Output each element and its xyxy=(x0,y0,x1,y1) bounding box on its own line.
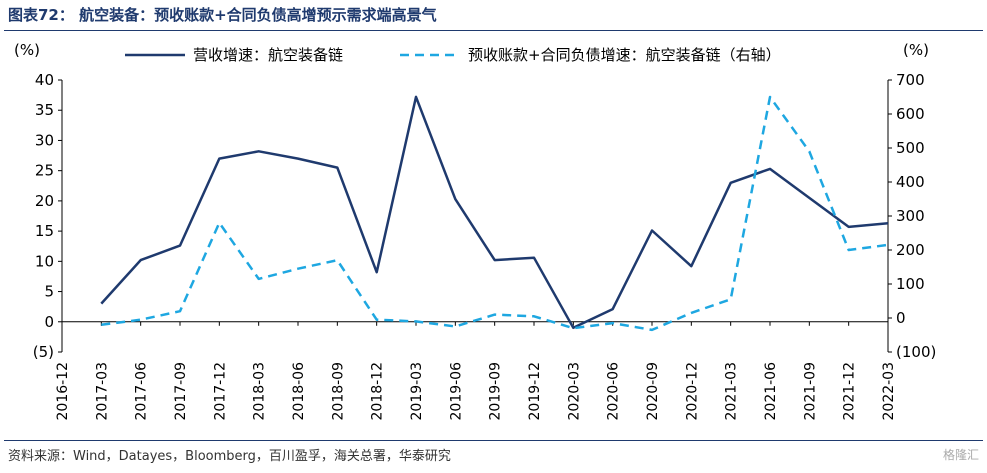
right-tick-label: 0 xyxy=(896,309,906,327)
left-tick-label: 35 xyxy=(35,101,54,119)
right-tick-label: 600 xyxy=(896,105,925,123)
right-tick-label: (100) xyxy=(896,343,936,361)
x-tick-label: 2020-12 xyxy=(684,362,700,421)
x-tick-label: 2019-12 xyxy=(527,362,543,421)
right-tick-label: 700 xyxy=(896,71,925,89)
left-tick-label: 25 xyxy=(35,162,54,180)
x-tick-label: 2021-12 xyxy=(842,362,858,421)
x-tick-label: 2021-09 xyxy=(802,362,818,421)
series-line-2 xyxy=(101,95,889,332)
x-tick-label: 2016-12 xyxy=(55,362,71,421)
left-tick-label: 0 xyxy=(44,313,54,331)
left-axis-unit: (%) xyxy=(14,41,40,59)
footer-divider xyxy=(4,440,983,441)
left-tick-label: 40 xyxy=(35,71,54,89)
legend-label-1: 营收增速：航空装备链 xyxy=(193,46,343,64)
left-tick-label: (5) xyxy=(33,343,54,361)
right-tick-label: 200 xyxy=(896,241,925,259)
x-tick-label: 2018-12 xyxy=(370,362,386,421)
x-tick-label: 2019-06 xyxy=(448,362,464,421)
chart-title: 图表72： 航空装备：预收账款+合同负债高增预示需求端高景气 xyxy=(8,6,437,24)
title-divider xyxy=(4,30,983,31)
legend: 营收增速：航空装备链 预收账款+合同负债增速：航空装备链（右轴） xyxy=(125,46,781,64)
legend-label-2: 预收账款+合同负债增速：航空装备链（右轴） xyxy=(468,46,781,64)
left-tick-label: 15 xyxy=(35,222,54,240)
x-tick-labels: 2016-12 2017-03 2017-06 2017-09 2017-12 2018-… xyxy=(55,321,897,421)
watermark-logo: 格隆汇 xyxy=(942,448,979,462)
chart: (%) (%) (5) 0 5 10 15 20 25 30 35 40 (100) 0 100 200 300… xyxy=(14,41,936,421)
x-tick-label: 2017-09 xyxy=(173,362,189,421)
x-tick-label: 2022-03 xyxy=(881,362,897,421)
source-note: 资料来源：Wind，Datayes，Bloomberg，百川盈孚，海关总署，华泰… xyxy=(8,449,451,464)
x-tick-label: 2021-06 xyxy=(763,362,779,421)
x-tick-label: 2020-03 xyxy=(566,362,582,421)
x-tick-label: 2020-09 xyxy=(645,362,661,421)
left-tick-label: 20 xyxy=(35,192,54,210)
series-line-1 xyxy=(100,95,889,330)
right-tick-label: 500 xyxy=(896,139,925,157)
x-tick-label: 2017-03 xyxy=(94,362,110,421)
right-axis-unit: (%) xyxy=(903,41,929,59)
left-tick-label: 5 xyxy=(44,283,54,301)
x-tick-label: 2018-03 xyxy=(252,362,268,421)
x-tick-label: 2020-06 xyxy=(606,362,622,421)
right-tick-label: 400 xyxy=(896,173,925,191)
left-tick-label: 30 xyxy=(35,131,54,149)
x-tick-label: 2017-06 xyxy=(134,362,150,421)
x-tick-label: 2019-03 xyxy=(409,362,425,421)
x-tick-label: 2017-12 xyxy=(212,362,228,421)
axes: (%) (%) (5) 0 5 10 15 20 25 30 35 40 (100) 0 100 200 300… xyxy=(14,41,936,361)
x-tick-label: 2019-09 xyxy=(488,362,504,421)
x-tick-label: 2018-06 xyxy=(291,362,307,421)
x-tick-label: 2021-03 xyxy=(724,362,740,421)
series-lines xyxy=(100,95,889,332)
left-tick-label: 10 xyxy=(35,252,54,270)
x-tick-label: 2018-09 xyxy=(330,362,346,421)
right-tick-label: 100 xyxy=(896,275,925,293)
right-tick-label: 300 xyxy=(896,207,925,225)
